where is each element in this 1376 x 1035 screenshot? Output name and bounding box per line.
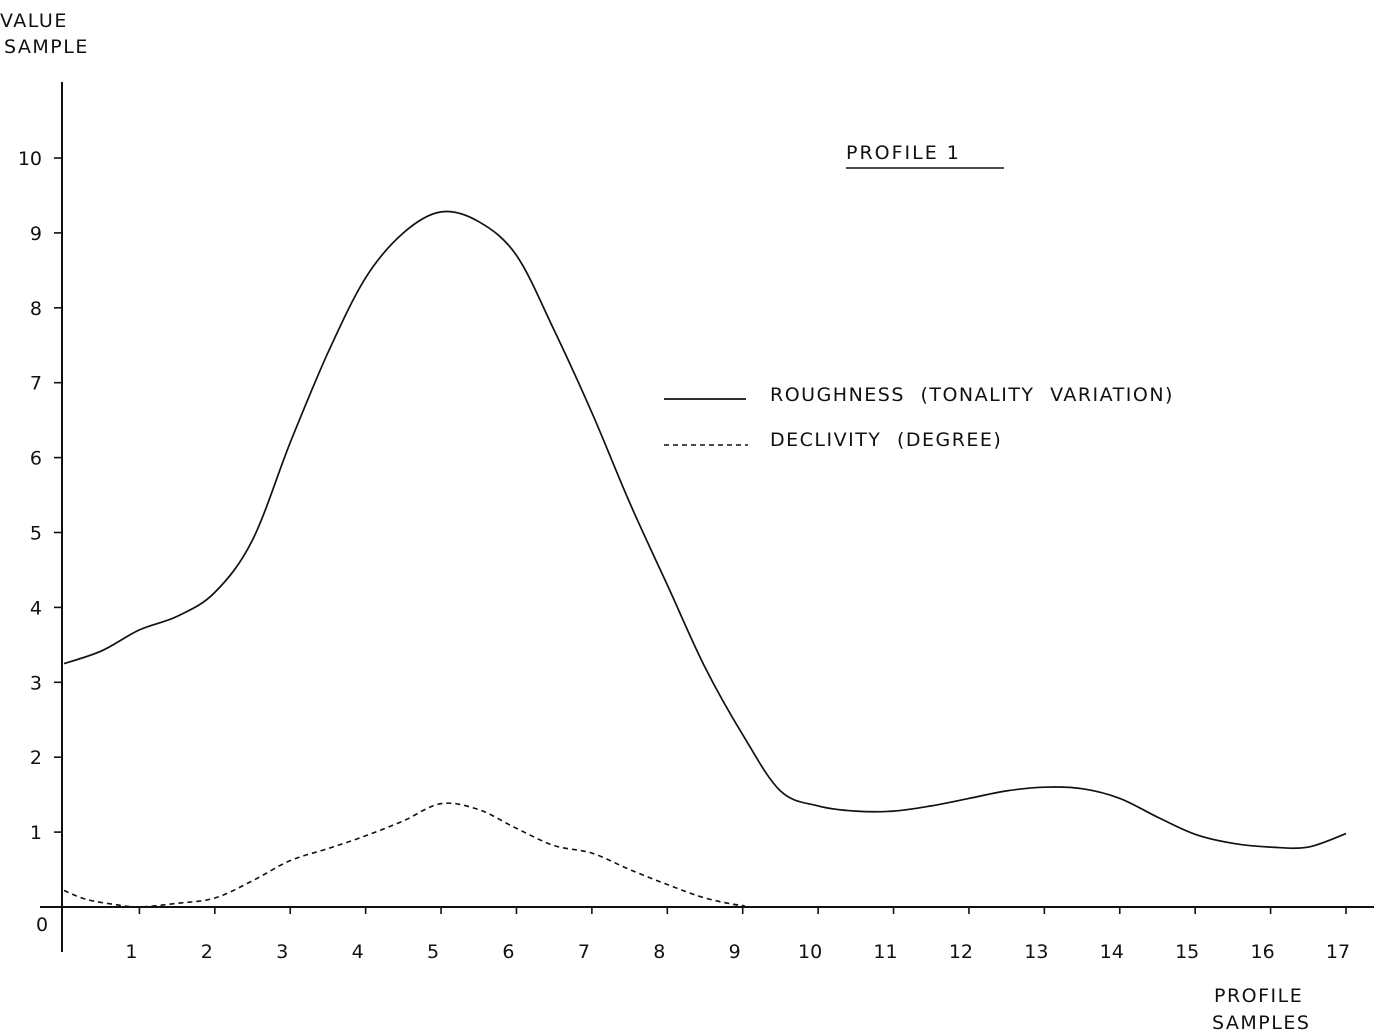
origin-label: 0 — [36, 914, 48, 936]
x-tick-label: 5 — [427, 941, 439, 963]
y-tick-label: 5 — [30, 523, 42, 545]
x-ticks: 1 2 3 4 5 6 7 8 9 10 11 12 13 14 15 16 17 — [125, 907, 1350, 963]
legend-label-roughness: ROUGHNESS (TONALITY VARIATION) — [770, 384, 1174, 406]
series-line-roughness — [63, 210, 1347, 850]
x-tick-label: 11 — [873, 941, 897, 963]
x-tick-label: 15 — [1175, 941, 1199, 963]
x-tick-label: 4 — [352, 941, 364, 963]
y-tick-label: 8 — [30, 298, 42, 320]
legend: ROUGHNESS (TONALITY VARIATION) DECLIVITY… — [664, 384, 1174, 451]
x-tick-label: 13 — [1024, 941, 1048, 963]
series-line-declivity — [63, 802, 1347, 908]
x-axis-label-line-2: SAMPLES — [1212, 1012, 1310, 1034]
chart-title: PROFILE 1 — [846, 142, 961, 164]
y-tick-label: 3 — [30, 672, 42, 694]
legend-label-declivity: DECLIVITY (DEGREE) — [770, 429, 1002, 451]
y-tick-label: 7 — [30, 373, 42, 395]
x-tick-label: 12 — [949, 941, 973, 963]
x-tick-label: 17 — [1326, 941, 1350, 963]
x-tick-label: 9 — [729, 941, 741, 963]
y-tick-label: 9 — [30, 223, 42, 245]
y-axis-label-line-1: VALUE — [0, 10, 68, 32]
y-tick-label: 2 — [30, 747, 42, 769]
x-tick-label: 16 — [1250, 941, 1274, 963]
y-ticks: 1 2 3 4 5 6 7 8 9 10 — [18, 148, 62, 844]
x-tick-label: 2 — [201, 941, 213, 963]
x-tick-label: 6 — [502, 941, 514, 963]
x-tick-label: 10 — [798, 941, 822, 963]
x-tick-label: 1 — [125, 941, 137, 963]
y-tick-label: 4 — [30, 597, 42, 619]
x-tick-label: 7 — [578, 941, 590, 963]
y-tick-label: 1 — [30, 822, 42, 844]
y-tick-label: 10 — [18, 148, 42, 170]
x-tick-label: 8 — [653, 941, 665, 963]
x-axis-label-line-1: PROFILE — [1214, 985, 1303, 1007]
y-tick-label: 6 — [30, 448, 42, 470]
x-tick-label: 14 — [1100, 941, 1124, 963]
x-tick-label: 3 — [276, 941, 288, 963]
y-axis-label-line-2: SAMPLE — [4, 36, 89, 58]
